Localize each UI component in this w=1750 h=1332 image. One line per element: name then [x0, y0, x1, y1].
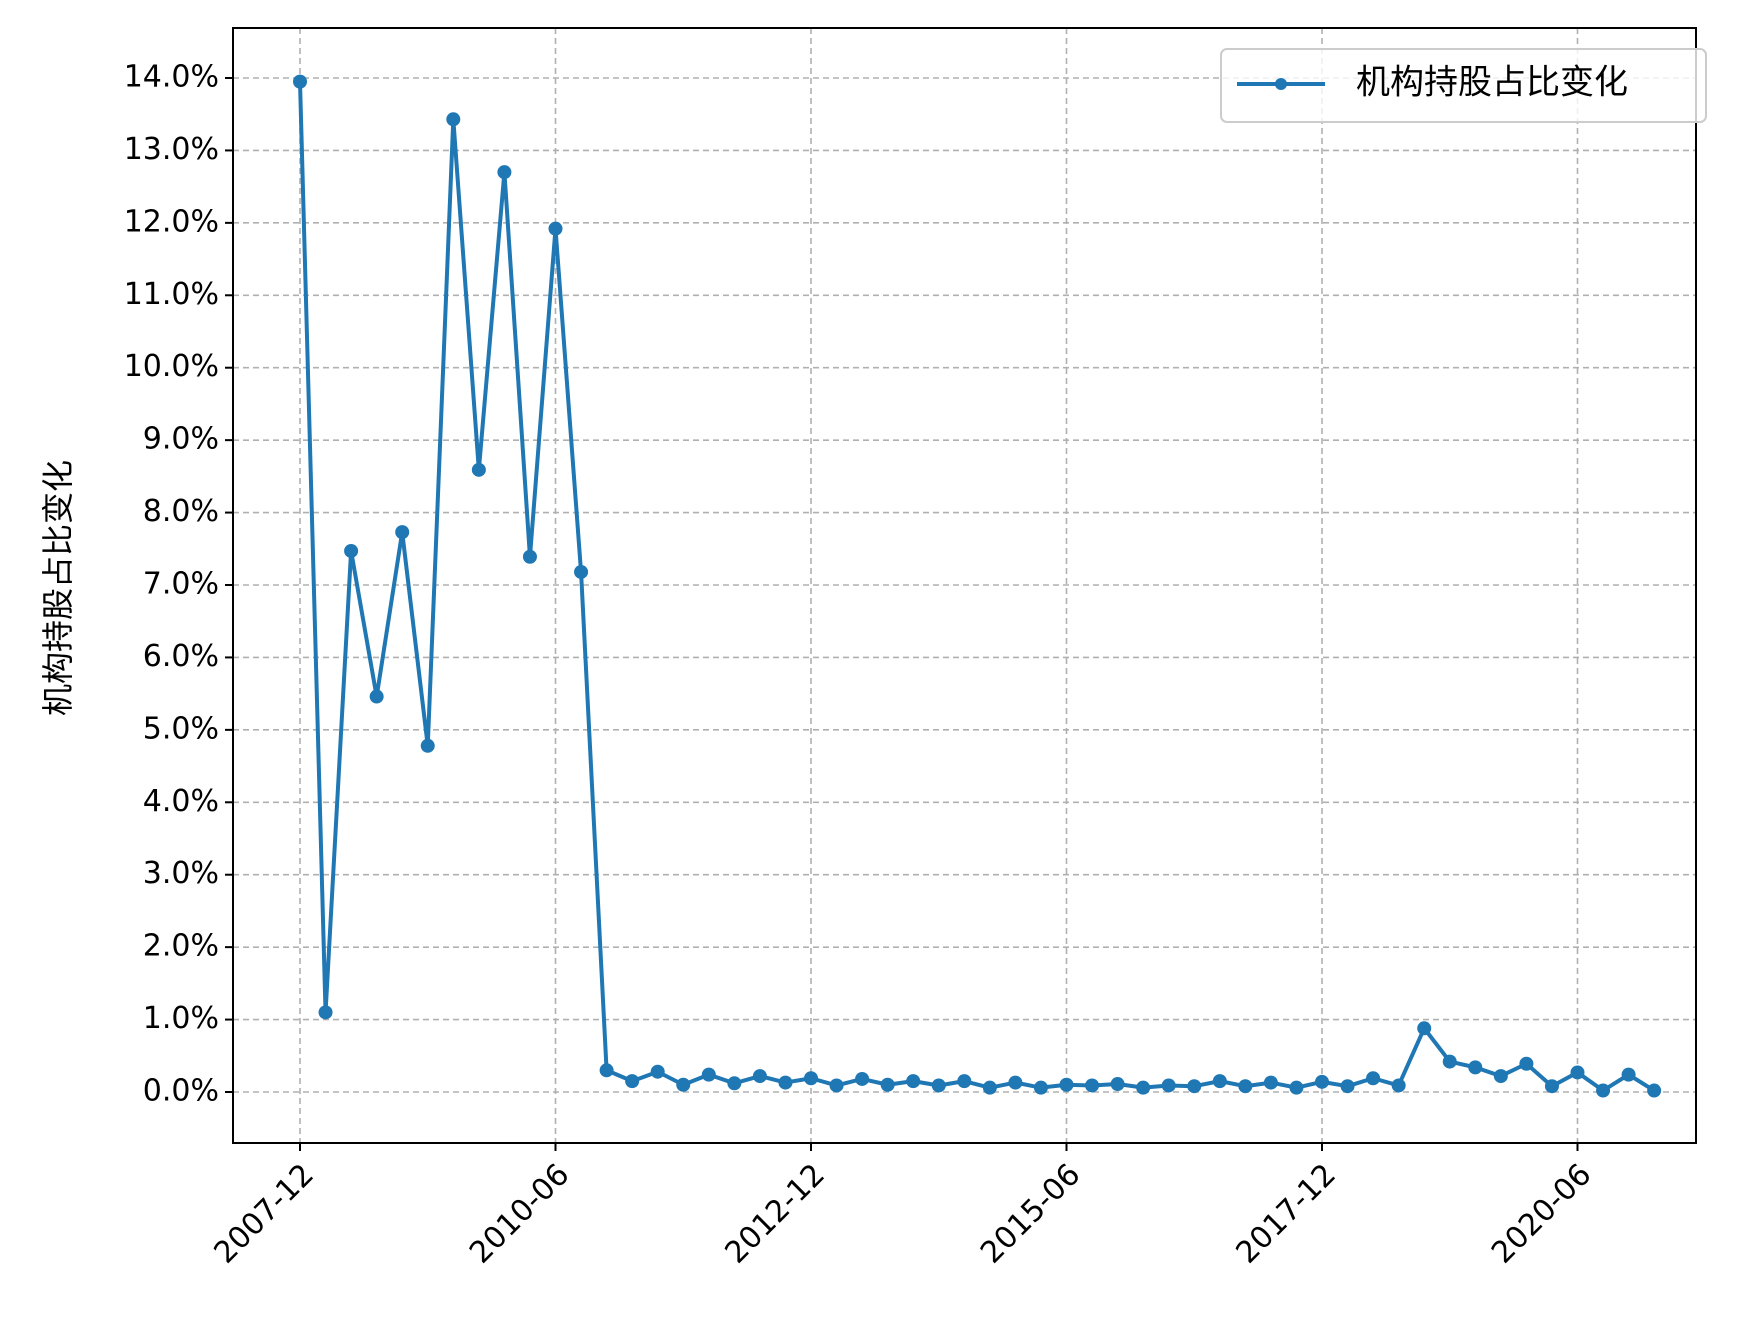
data-point [1161, 1078, 1176, 1093]
data-point [906, 1074, 921, 1089]
data-point [548, 221, 563, 236]
legend-marker-swatch [1275, 78, 1287, 90]
y-tick-label: 3.0% [143, 856, 219, 891]
data-point [727, 1076, 742, 1091]
y-axis-ticks: 0.0% 1.0% 2.0% 3.0% 4.0% 5.0% 6.0% 7.0% 8.0% 9.0%… [124, 60, 233, 1109]
data-point [1596, 1083, 1611, 1098]
data-point [880, 1077, 895, 1092]
data-point [318, 1005, 333, 1020]
data-point [344, 543, 359, 558]
plot-frame [232, 27, 1697, 1144]
y-tick-label: 6.0% [143, 639, 219, 674]
data-point [420, 738, 435, 753]
data-point [446, 112, 461, 127]
y-tick-label: 7.0% [143, 567, 219, 602]
data-point [650, 1064, 665, 1079]
data-point [931, 1078, 946, 1093]
grid-lines [233, 28, 1696, 1143]
data-point [1110, 1077, 1125, 1092]
data-point [855, 1071, 870, 1086]
data-point [1212, 1074, 1227, 1089]
y-tick-label: 1.0% [143, 1001, 219, 1036]
y-tick-label: 5.0% [143, 711, 219, 746]
y-tick-label: 14.0% [124, 60, 219, 95]
data-point [293, 74, 307, 89]
y-tick-label: 2.0% [143, 929, 219, 964]
data-point [497, 165, 512, 180]
data-point [574, 564, 589, 579]
data-point [676, 1077, 691, 1092]
data-point [1263, 1075, 1278, 1090]
data-point [829, 1078, 844, 1093]
data-point [625, 1074, 640, 1089]
data-point [1621, 1067, 1636, 1082]
data-point [1315, 1074, 1329, 1089]
data-point [599, 1063, 614, 1078]
data-point [1008, 1075, 1023, 1090]
y-tick-label: 12.0% [124, 204, 219, 239]
data-point [369, 689, 384, 704]
data-point [395, 525, 410, 540]
data-point [1340, 1079, 1355, 1094]
legend: 机构持股占比变化 [1220, 48, 1707, 123]
y-tick-label: 8.0% [143, 494, 219, 529]
data-point [471, 462, 486, 477]
data-point [1187, 1079, 1202, 1094]
y-tick-label: 0.0% [143, 1074, 219, 1109]
data-point [1493, 1069, 1508, 1084]
data-point [804, 1071, 818, 1086]
data-point [957, 1074, 972, 1089]
data-point [1238, 1079, 1253, 1094]
data-point [1085, 1078, 1100, 1093]
data-point [1136, 1080, 1151, 1095]
data-point [1647, 1083, 1662, 1098]
data-point [1417, 1021, 1432, 1036]
data-point [1468, 1060, 1483, 1075]
data-point [1442, 1054, 1457, 1069]
data-point [1544, 1079, 1559, 1094]
data-point [1289, 1080, 1304, 1095]
data-point [778, 1075, 793, 1090]
data-point [1059, 1077, 1074, 1092]
y-tick-label: 10.0% [124, 349, 219, 384]
y-tick-label: 11.0% [124, 277, 219, 312]
data-point [522, 549, 537, 564]
data-point [982, 1080, 997, 1095]
data-point [752, 1069, 767, 1084]
data-point [1033, 1080, 1048, 1095]
data-point [701, 1067, 716, 1082]
data-point [1366, 1071, 1381, 1086]
y-tick-label: 4.0% [143, 784, 219, 819]
y-tick-label: 9.0% [143, 422, 219, 457]
legend-label: 机构持股占比变化 [1356, 63, 1628, 103]
series-layer [293, 74, 1662, 1098]
data-point [1519, 1056, 1534, 1071]
y-axis-title: 机构持股占比变化 [39, 460, 77, 716]
data-point [1570, 1065, 1585, 1080]
data-point [1391, 1078, 1406, 1093]
y-tick-label: 13.0% [124, 132, 219, 167]
legend-box [1220, 48, 1707, 123]
